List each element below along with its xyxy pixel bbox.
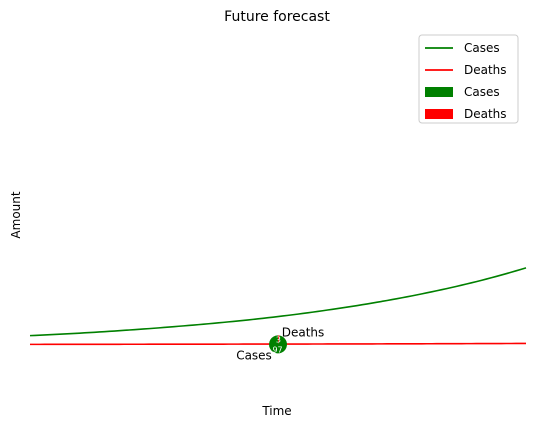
series-line-cases: [30, 268, 526, 336]
chart-title: Future forecast: [224, 9, 330, 25]
pie-label-deaths: Deaths: [282, 325, 325, 339]
y-axis-label: Amount: [9, 191, 23, 238]
series-layer: [30, 268, 526, 345]
pie-pct-label: 97: [272, 345, 282, 354]
legend-label: Deaths: [464, 107, 507, 121]
legend-patch-cases: [425, 87, 453, 97]
x-axis-label: Time: [261, 404, 291, 418]
legend-label: Cases: [464, 85, 500, 99]
pie-pct-label: 3: [276, 335, 281, 344]
legend: Cases Deaths Cases Deaths: [419, 35, 518, 123]
legend-patch-deaths: [425, 109, 453, 119]
legend-label: Deaths: [464, 63, 507, 77]
pie-label-cases: Cases: [236, 348, 272, 362]
legend-label: Cases: [464, 41, 500, 55]
